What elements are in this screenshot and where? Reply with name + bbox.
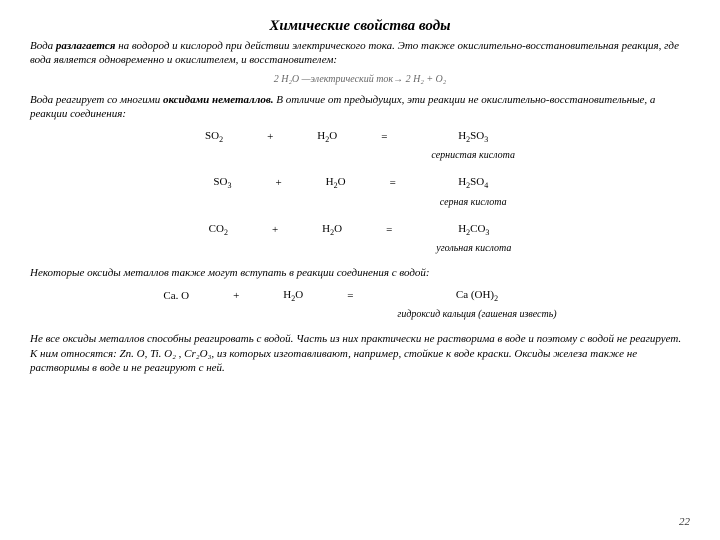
reactant: Ca. O <box>141 286 211 306</box>
sub: 4 <box>484 182 488 191</box>
f: H <box>322 223 330 235</box>
table-row: Ca. O + H2O = Ca (OH)2 <box>141 286 578 306</box>
equals: = <box>364 220 414 240</box>
sub: 2 <box>494 294 498 303</box>
reactant: SO3 <box>191 173 253 193</box>
product-label: гидроксид кальция (гашеная известь) <box>375 306 578 326</box>
product: H2SO3 <box>409 127 537 147</box>
electrolysis-equation: 2 H₂O —электрический ток→ 2 H₂ + O₂ <box>30 74 690 85</box>
reactant: H2O <box>304 173 368 193</box>
paragraph-3: Некоторые оксиды металлов также могут вс… <box>30 266 690 280</box>
bold-text: разлагается <box>56 40 116 52</box>
f: H <box>458 176 466 188</box>
product-label: сернистая кислота <box>409 147 537 167</box>
plus: + <box>253 173 303 193</box>
reaction-4: Ca. O + H2O = Ca (OH)2 гидроксид кальция… <box>141 286 578 326</box>
reactant: CO2 <box>187 220 250 240</box>
sub: 3 <box>484 135 488 144</box>
product: H2SO4 <box>418 173 529 193</box>
sub: 2 <box>224 228 228 237</box>
text: Вода реагирует со многими <box>30 94 163 106</box>
paragraph-4: Не все оксиды металлов способны реагиров… <box>30 332 690 375</box>
paragraph-1: Вода разлагается на водород и кислород п… <box>30 39 690 68</box>
f: CO <box>470 223 485 235</box>
table-row: серная кислота <box>191 194 528 214</box>
text: Вода <box>30 40 56 52</box>
f: SO <box>205 130 219 142</box>
f: CO <box>209 223 224 235</box>
text: на водород и кислород при действии элект… <box>30 40 679 66</box>
f: H <box>458 130 466 142</box>
f: Ca (OH) <box>456 289 494 301</box>
sub: 3 <box>227 182 231 191</box>
table-row: сернистая кислота <box>183 147 537 167</box>
f: SO <box>470 176 484 188</box>
product-label: серная кислота <box>418 194 529 214</box>
plus: + <box>245 127 295 147</box>
f: O <box>338 176 346 188</box>
table-row: угольная кислота <box>187 240 534 260</box>
reaction-1: SO2 + H2O = H2SO3 сернистая кислота <box>183 127 537 167</box>
page-number: 22 <box>679 516 690 528</box>
table-row: SO3 + H2O = H2SO4 <box>191 173 528 193</box>
equals: = <box>368 173 418 193</box>
f: H <box>326 176 334 188</box>
reactant: H2O <box>261 286 325 306</box>
plus: + <box>211 286 261 306</box>
f: SO <box>213 176 227 188</box>
product: H2CO3 <box>414 220 533 240</box>
bold-text: оксидами неметаллов. <box>163 94 274 106</box>
reaction-2: SO3 + H2O = H2SO4 серная кислота <box>191 173 528 213</box>
reactant: SO2 <box>183 127 245 147</box>
f: SO <box>470 130 484 142</box>
product: Ca (OH)2 <box>375 286 578 306</box>
reactant: H2O <box>300 220 364 240</box>
equals: = <box>359 127 409 147</box>
paragraph-2: Вода реагирует со многими оксидами немет… <box>30 93 690 122</box>
f: H <box>458 223 466 235</box>
f: O <box>295 289 303 301</box>
product-label: угольная кислота <box>414 240 533 260</box>
f: O <box>334 223 342 235</box>
sub: 2 <box>219 135 223 144</box>
table-row: SO2 + H2O = H2SO3 <box>183 127 537 147</box>
sub: 3 <box>485 228 489 237</box>
page-title: Химические свойства воды <box>30 18 690 35</box>
table-row: гидроксид кальция (гашеная известь) <box>141 306 578 326</box>
plus: + <box>250 220 300 240</box>
reaction-3: CO2 + H2O = H2CO3 угольная кислота <box>187 220 534 260</box>
f: O <box>329 130 337 142</box>
equals: = <box>325 286 375 306</box>
table-row: CO2 + H2O = H2CO3 <box>187 220 534 240</box>
reactant: H2O <box>295 127 359 147</box>
